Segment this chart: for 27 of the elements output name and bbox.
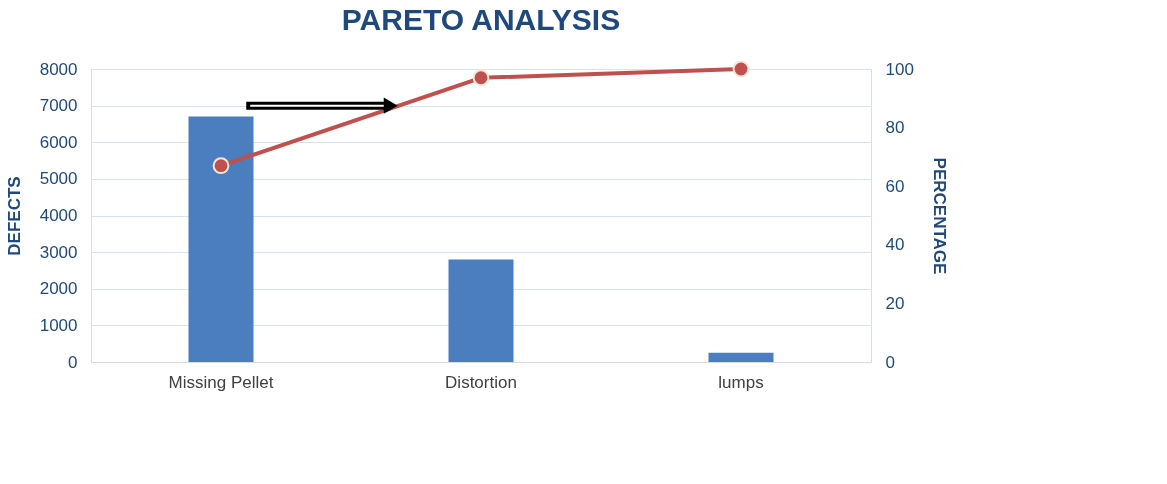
y-tick-label: 4000 [39, 206, 78, 225]
y2-tick-label: 80 [885, 118, 905, 138]
y-tick-label: 6000 [39, 132, 78, 152]
y-tick-label: 5000 [39, 169, 78, 189]
x-tick-label: Missing Pellet [168, 372, 274, 392]
y2-tick-label: 0 [885, 352, 895, 372]
y2-tick-label: 20 [885, 293, 905, 313]
y-tick-label: 8000 [39, 59, 78, 79]
y-tick-label: 1000 [39, 315, 78, 335]
y2-axis-title: PERCENTAGE [929, 157, 949, 275]
bar [188, 116, 254, 362]
point [212, 157, 230, 175]
y-tick-label: 0 [68, 352, 78, 372]
y-tick-label: 2000 [39, 279, 78, 299]
bar [708, 352, 774, 362]
y-tick-label: 7000 [39, 96, 78, 116]
y-axis-title: DEFECTS [4, 176, 24, 256]
chart-title: PARETO ANALYSIS [341, 2, 621, 36]
bar [448, 259, 514, 362]
point [472, 69, 490, 87]
y2-tick-label: 40 [885, 235, 905, 255]
x-tick-label: lumps [718, 372, 764, 392]
y2-tick-label: 100 [885, 59, 914, 79]
point [732, 60, 750, 78]
y-tick-label: 3000 [39, 242, 78, 262]
x-tick-label: Distortion [445, 372, 517, 392]
y2-tick-label: 60 [885, 176, 905, 196]
